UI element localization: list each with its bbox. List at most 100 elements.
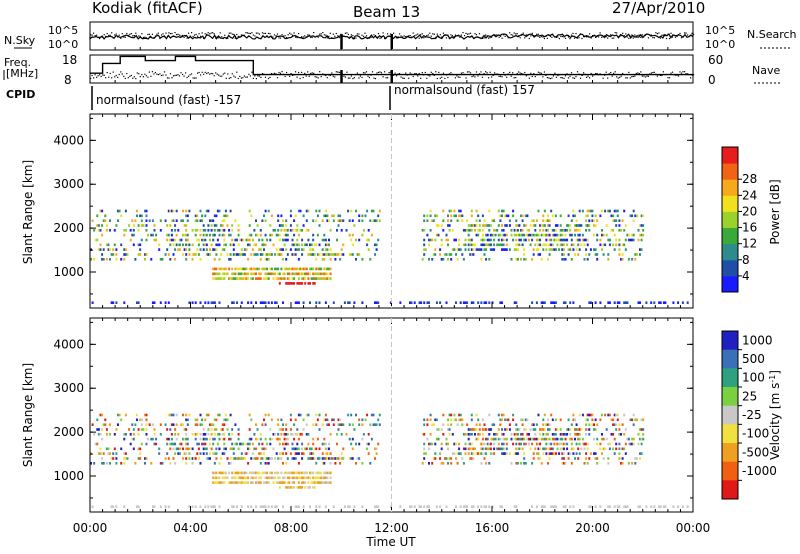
nave-point xyxy=(572,77,574,79)
velocity-cell xyxy=(596,437,599,441)
velocity-cell xyxy=(518,442,521,446)
velocity-cell xyxy=(607,505,610,508)
velocity-cell xyxy=(280,452,283,455)
power-cell xyxy=(640,214,643,218)
velocity-cell xyxy=(270,418,273,422)
power-cell xyxy=(491,233,494,237)
power-cell xyxy=(653,301,656,304)
nave-point xyxy=(504,74,506,76)
velocity-cell xyxy=(228,437,231,441)
velocity-cell xyxy=(296,452,299,455)
power-cell xyxy=(140,238,143,242)
power-cell xyxy=(277,267,280,271)
power-cell xyxy=(204,238,207,242)
power-cell xyxy=(210,229,213,232)
power-cell xyxy=(578,233,581,237)
nave-point xyxy=(91,74,93,77)
velocity-cell xyxy=(166,437,169,441)
velocity-cell xyxy=(263,505,265,508)
velocity-cell xyxy=(255,437,257,441)
power-cell xyxy=(123,229,126,232)
velocity-cell xyxy=(562,447,565,451)
velocity-cell xyxy=(199,437,202,441)
velocity-cell xyxy=(497,437,500,441)
power-cell xyxy=(453,214,456,218)
nave-tick-top: 60 xyxy=(708,53,723,67)
velocity-cell xyxy=(639,505,641,508)
velocity-cell xyxy=(497,428,500,431)
nave-point xyxy=(492,74,494,76)
nave-point xyxy=(283,73,285,75)
power-cell xyxy=(510,229,513,232)
velocity-cell xyxy=(621,423,624,426)
nave-point xyxy=(228,77,230,79)
power-cell xyxy=(554,233,557,237)
nave-point xyxy=(402,77,404,79)
nave-point xyxy=(418,72,420,75)
power-cell xyxy=(202,233,205,237)
power-cell xyxy=(248,233,251,237)
velocity-cell xyxy=(139,452,142,455)
nsearch-point xyxy=(396,37,398,39)
nave-point xyxy=(497,73,499,75)
power-cell xyxy=(291,243,294,247)
power-cell xyxy=(594,248,597,251)
power-cell xyxy=(105,229,108,232)
nsearch-point xyxy=(465,32,467,34)
power-cell xyxy=(375,243,378,247)
nsearch-point xyxy=(528,37,530,40)
velocity-cell xyxy=(123,457,126,460)
nave-point xyxy=(186,76,188,79)
velocity-cell xyxy=(535,505,538,508)
velocity-cell xyxy=(516,452,519,455)
nsearch-point xyxy=(206,33,208,35)
velocity-cell xyxy=(210,505,213,508)
nsearch-point xyxy=(587,35,589,37)
nsearch-point xyxy=(468,33,470,35)
power-cell xyxy=(113,229,116,232)
power-cell xyxy=(570,243,573,247)
power-cell xyxy=(377,238,380,242)
velocity-cell xyxy=(277,418,280,422)
power-cell xyxy=(142,224,145,227)
power-cbar-swatch xyxy=(722,147,738,164)
velocity-cell xyxy=(93,462,96,465)
velocity-cell xyxy=(551,452,554,455)
velocity-cell xyxy=(151,423,154,426)
power-cell xyxy=(477,248,480,251)
velocity-cell xyxy=(123,437,126,441)
velocity-cell xyxy=(201,418,204,422)
velocity-cell xyxy=(542,452,545,455)
nsearch-point xyxy=(192,35,194,38)
velocity-cell xyxy=(464,452,467,455)
power-cell xyxy=(610,229,613,232)
power-cell xyxy=(275,248,278,251)
velocity-cbar-label-exp: -1 xyxy=(768,375,777,383)
velocity-cell xyxy=(301,457,304,460)
velocity-cell xyxy=(99,447,102,451)
power-cell xyxy=(134,219,137,222)
power-cell xyxy=(231,243,234,247)
velocity-cell xyxy=(343,505,346,508)
velocity-cell xyxy=(112,457,115,460)
power-cell xyxy=(574,233,576,237)
nave-point xyxy=(387,77,389,79)
power-cell xyxy=(278,224,281,227)
velocity-cell xyxy=(229,481,232,484)
nsearch-point xyxy=(415,34,417,36)
velocity-cell xyxy=(316,437,319,441)
nave-point xyxy=(557,75,559,77)
power-cell xyxy=(231,277,234,280)
nsearch-point xyxy=(575,33,577,35)
power-cell xyxy=(224,267,227,271)
power-cell xyxy=(370,209,373,213)
power-cell xyxy=(153,229,156,232)
power-cell xyxy=(199,209,202,213)
nave-point xyxy=(338,71,340,73)
power-cell xyxy=(204,233,207,237)
nave-point xyxy=(94,74,96,76)
nave-point xyxy=(483,73,485,75)
velocity-cell xyxy=(521,433,524,436)
velocity-ytick-label: 2000 xyxy=(53,425,84,439)
x-tick-label: 20:00 xyxy=(575,521,610,535)
